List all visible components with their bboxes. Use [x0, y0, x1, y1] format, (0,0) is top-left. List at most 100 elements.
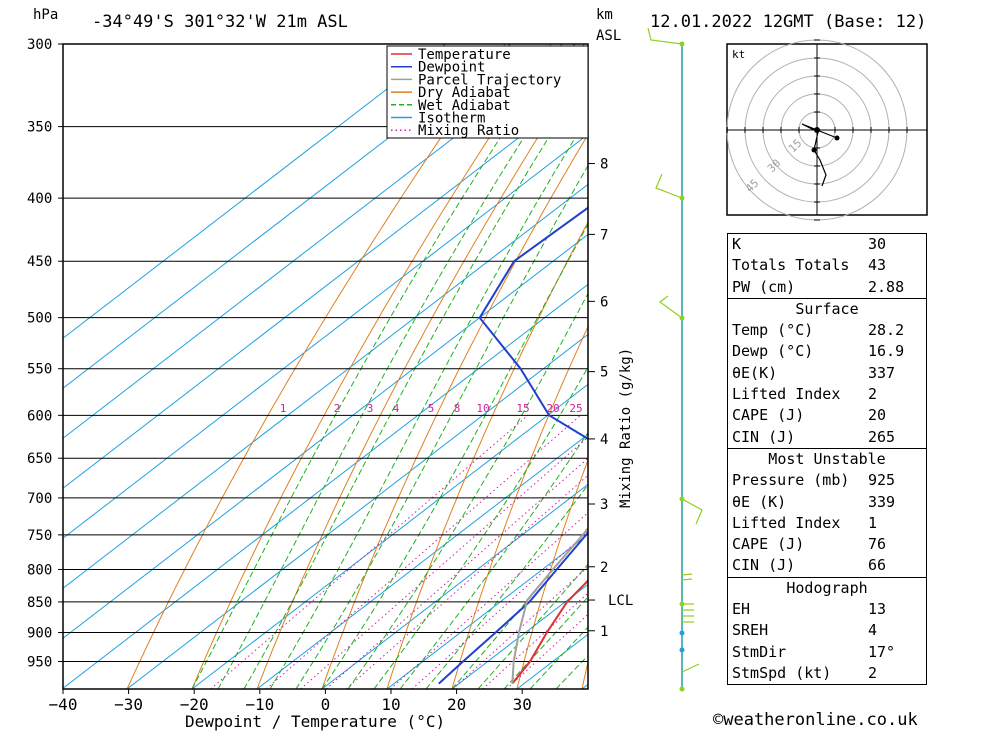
wet-adiabat-line [321, 223, 588, 689]
row-label: Totals Totals [732, 256, 850, 275]
row-label: CIN (J) [732, 427, 796, 446]
isotherm-line [63, 44, 446, 339]
dry-adiabat-line [321, 133, 588, 689]
row-value: 337 [868, 363, 896, 382]
table-row: θE(K) 337 [728, 363, 926, 384]
table-row: θE (K) 339 [728, 492, 926, 513]
wet-adiabat-line [503, 596, 588, 689]
pressure-tick-label: 600 [27, 408, 52, 424]
table-row: PW (cm) 2.88 [728, 277, 926, 298]
row-value: 2 [868, 663, 878, 682]
row-value: 339 [868, 492, 896, 511]
table-title: Most Unstable [768, 449, 886, 468]
table-row: EH 13 [728, 599, 926, 620]
mixing-ratio-line [506, 613, 588, 689]
table-row: SREH 4 [728, 620, 926, 641]
pressure-tick-label: 650 [27, 451, 52, 467]
row-label: EH [732, 600, 751, 619]
row-value: 17° [868, 642, 896, 661]
row-label: θE (K) [732, 492, 787, 511]
row-label: StmDir [732, 642, 787, 661]
isotherm-line [256, 433, 588, 689]
wind-barb [682, 603, 694, 623]
indices-table: K 30 Totals Totals 43 PW (cm) 2.88 [727, 233, 927, 299]
mixing-ratio-label: 20 [546, 402, 559, 415]
legend-label: Parcel Trajectory [418, 72, 561, 88]
row-value: 28.2 [868, 321, 905, 340]
row-value: 76 [868, 535, 887, 554]
x-tick-label: −30 [114, 695, 143, 714]
row-label: SREH [732, 621, 769, 640]
table-row: K 30 [728, 234, 926, 255]
row-label: Lifted Index [732, 385, 841, 404]
legend-label: Dry Adiabat [418, 85, 511, 101]
legend-label: Isotherm [418, 111, 485, 127]
hodograph-point [814, 127, 820, 133]
table-row: Pressure (mb) 925 [728, 470, 926, 491]
mixing-ratio-line [411, 530, 588, 689]
isotherm-line [321, 483, 588, 689]
legend-label: Temperature [418, 47, 511, 63]
wind-barb [658, 295, 683, 319]
dry-adiabat-line [972, 44, 1000, 689]
date-title: 12.01.2022 12GMT (Base: 12) [650, 12, 926, 32]
mixing-ratio-axis-title: Mixing Ratio (g/kg) [618, 348, 634, 508]
isotherm-line [386, 533, 588, 689]
credit: ©weatheronline.co.uk [713, 710, 918, 730]
isotherm-line [63, 44, 576, 439]
row-value: 2.88 [868, 277, 905, 296]
pressure-tick-label: 350 [27, 120, 52, 136]
indices-panel: K 30 Totals Totals 43 PW (cm) 2.88 Surface Tem… [727, 233, 927, 686]
hodograph-point [834, 135, 840, 141]
dry-adiabat-line [451, 325, 588, 689]
km-tick-label: 6 [600, 294, 608, 310]
location-title: -34°49'S 301°32'W 21m ASL [92, 12, 348, 32]
km-tick-label: 2 [600, 560, 608, 576]
legend-label: Wet Adiabat [418, 98, 511, 114]
pressure-tick-label: 750 [27, 528, 52, 544]
mixing-ratio-line [389, 512, 588, 689]
x-tick-label: 30 [513, 695, 532, 714]
row-label: PW (cm) [732, 277, 796, 296]
wind-barb [681, 498, 703, 525]
table-row: Totals Totals 43 [728, 255, 926, 276]
row-value: 43 [868, 256, 887, 275]
wet-adiabat-line [217, 44, 585, 689]
table-row: CIN (J) 265 [728, 427, 926, 448]
mixing-ratio-line [482, 592, 588, 689]
km-tick-label: 7 [600, 227, 608, 243]
table-row: CAPE (J) 76 [728, 534, 926, 555]
surface-table: Surface Temp (°C) 28.2 Dewp (°C) 16.9 θE(K) 33… [727, 298, 927, 449]
row-value: 13 [868, 600, 887, 619]
mixing-ratio-label: 15 [516, 402, 529, 415]
row-label: Dewp (°C) [732, 342, 814, 361]
wind-level-dot [679, 686, 685, 692]
x-tick-label: −20 [180, 695, 209, 714]
km-tick-label: 3 [600, 497, 608, 513]
mixing-ratio-label: 2 [334, 402, 341, 415]
pressure-tick-label: 550 [27, 362, 52, 378]
pressure-tick-label: 450 [27, 254, 52, 270]
dry-adiabat-line [191, 44, 552, 689]
mixing-ratio-label: 4 [393, 402, 400, 415]
row-value: 265 [868, 427, 896, 446]
x-tick-label: −40 [49, 695, 78, 714]
row-value: 925 [868, 471, 896, 490]
row-value: 20 [868, 406, 887, 425]
dewpoint-line [438, 206, 588, 685]
wind-barb [655, 173, 683, 199]
row-value: 2 [868, 385, 878, 404]
wind-level-dot [679, 496, 685, 502]
km-tick-label: 5 [600, 365, 608, 381]
legend-label: Mixing Ratio [418, 123, 519, 139]
mixing-ratio-label: 25 [569, 402, 582, 415]
x-tick-label: −10 [245, 695, 274, 714]
km-tick-label: LCL [608, 593, 633, 609]
hpa-label: hPa [33, 7, 58, 23]
mixing-ratio-line [345, 474, 588, 689]
isotherm-line [63, 83, 588, 489]
wind-barb [681, 663, 700, 673]
pressure-tick-label: 400 [27, 191, 52, 207]
row-value: 66 [868, 556, 887, 575]
